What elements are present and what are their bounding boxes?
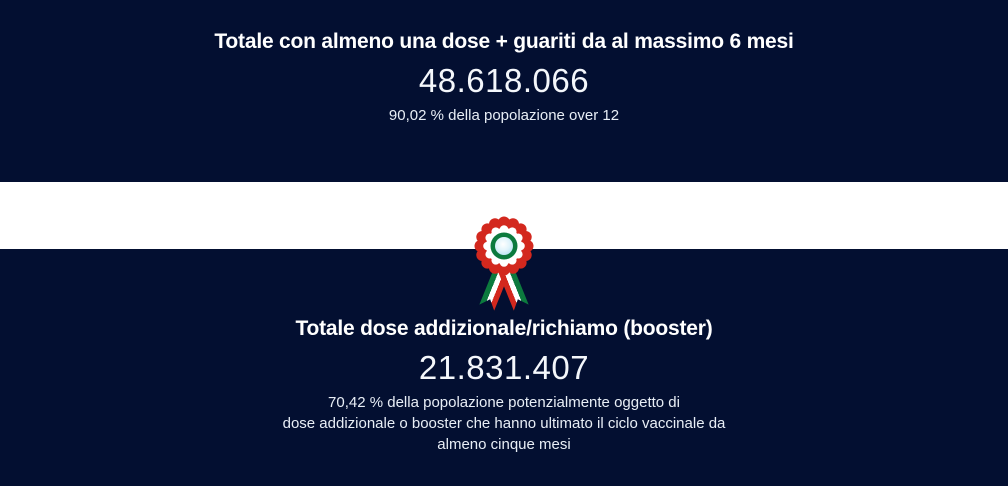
booster-panel-title: Totale dose addizionale/richiamo (booste… <box>295 317 713 340</box>
first-dose-percentage-note: 90,02 % della popolazione over 12 <box>388 107 620 124</box>
rosette-center <box>495 237 513 255</box>
italian-cockade-icon <box>472 215 536 317</box>
booster-note-line-3: almeno cinque mesi <box>437 436 571 453</box>
panel-booster-total: Totale dose addizionale/richiamo (booste… <box>0 249 1008 486</box>
first-dose-total-value: 48.618.066 <box>418 62 590 99</box>
booster-note-line-1: 70,42 % della popolazione potenzialmente… <box>328 394 680 411</box>
white-divider-band <box>0 182 1008 311</box>
booster-total-value: 21.831.407 <box>418 349 590 386</box>
first-dose-panel-title: Totale con almeno una dose + guariti da … <box>214 30 794 53</box>
panel-first-dose-total: Totale con almeno una dose + guariti da … <box>0 0 1008 182</box>
booster-note-line-2: dose addizionale o booster che hanno ult… <box>282 415 726 432</box>
booster-percentage-note: 70,42 % della popolazione potenzialmente… <box>283 392 726 455</box>
